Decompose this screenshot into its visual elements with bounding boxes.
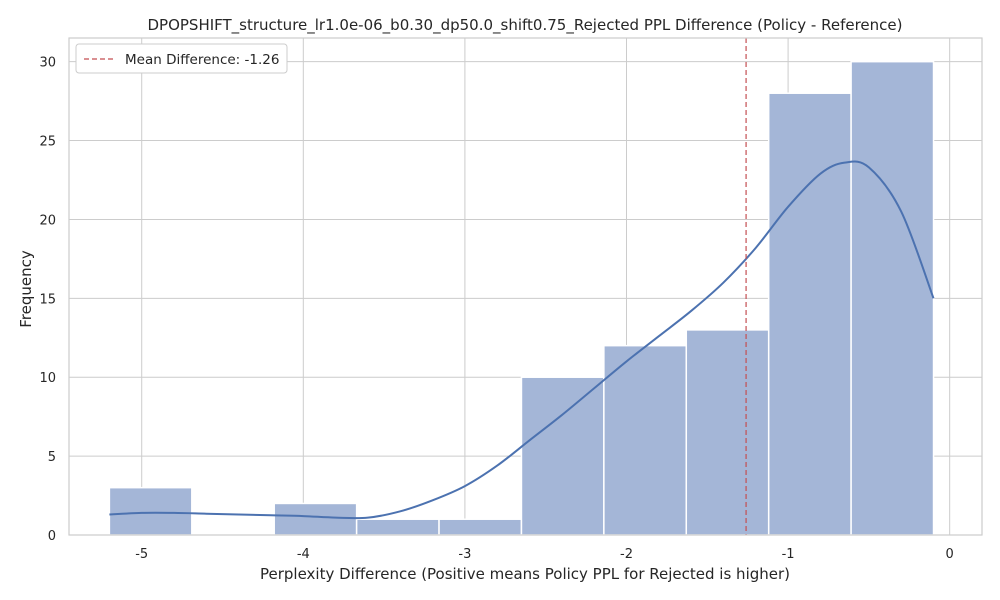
x-tick-label: -3 — [458, 547, 471, 562]
x-axis-label: Perplexity Difference (Positive means Po… — [260, 565, 790, 583]
y-tick-label: 15 — [39, 292, 56, 307]
histogram-bar — [603, 344, 688, 536]
y-tick-label: 30 — [39, 56, 56, 71]
x-tick-label: -1 — [782, 547, 795, 562]
plot-frame — [68, 37, 983, 536]
histogram-bar — [767, 92, 852, 536]
histogram-bar — [520, 376, 605, 536]
y-tick-label: 20 — [39, 213, 56, 228]
legend: Mean Difference: -1.26 — [75, 43, 288, 74]
kde-curve — [109, 160, 935, 520]
y-tick-label: 25 — [39, 135, 56, 150]
x-tick-labels: -5 -4 -3 -2 -1 0 — [135, 547, 954, 562]
histogram-bars — [108, 60, 935, 536]
histogram-bar — [850, 60, 935, 536]
x-tick-label: 0 — [946, 547, 954, 562]
x-tick-label: -2 — [620, 547, 633, 562]
histogram-bar — [355, 518, 440, 536]
histogram-bar — [438, 518, 523, 536]
y-tick-label: 10 — [39, 371, 56, 386]
x-tick-label: -5 — [135, 547, 148, 562]
histogram-bar — [273, 502, 358, 536]
y-tick-label: 0 — [48, 529, 56, 544]
x-tick-label: -4 — [297, 547, 310, 562]
histogram-bar — [108, 486, 193, 536]
histogram-bar — [685, 329, 770, 536]
plot-area — [68, 37, 983, 536]
legend-box — [75, 43, 288, 74]
chart-title: DPOPSHIFT_structure_lr1.0e-06_b0.30_dp50… — [147, 16, 902, 35]
y-axis-label: Frequency — [17, 250, 35, 328]
y-tick-label: 5 — [48, 450, 56, 465]
y-tick-labels: 0 5 10 15 20 25 30 — [39, 56, 56, 544]
legend-mean-label: Mean Difference: -1.26 — [125, 52, 279, 68]
